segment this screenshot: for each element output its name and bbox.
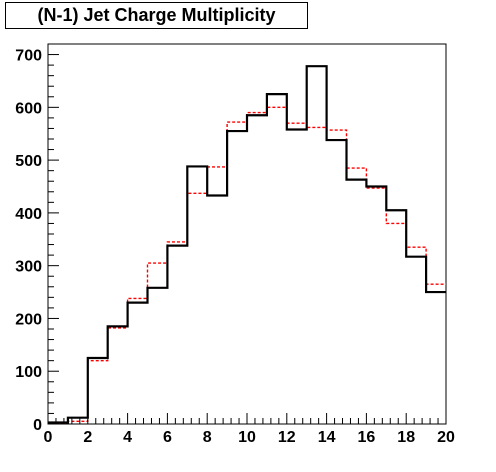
y-tick-label: 0 — [33, 417, 42, 434]
x-tick-label: 6 — [163, 429, 172, 446]
x-tick-label: 0 — [44, 429, 53, 446]
y-tick-label: 200 — [15, 311, 42, 328]
x-tick-label: 20 — [437, 429, 455, 446]
x-tick-label: 12 — [278, 429, 296, 446]
plot-frame — [47, 43, 447, 425]
y-tick-label: 600 — [15, 100, 42, 117]
x-tick-label: 8 — [203, 429, 212, 446]
x-tick-label: 2 — [83, 429, 92, 446]
x-tick-label: 16 — [358, 429, 376, 446]
x-tick-label: 14 — [318, 429, 336, 446]
y-tick-label: 300 — [15, 259, 42, 276]
y-tick-label: 500 — [15, 153, 42, 170]
x-tick-label: 10 — [238, 429, 256, 446]
y-tick-label: 700 — [15, 48, 42, 65]
x-tick-label: 18 — [397, 429, 415, 446]
y-tick-label: 400 — [15, 206, 42, 223]
x-tick-label: 4 — [123, 429, 132, 446]
chart-title: (N-1) Jet Charge Multiplicity — [5, 2, 308, 29]
solid-histogram-series — [48, 65, 446, 424]
y-tick-label: 100 — [15, 364, 42, 381]
